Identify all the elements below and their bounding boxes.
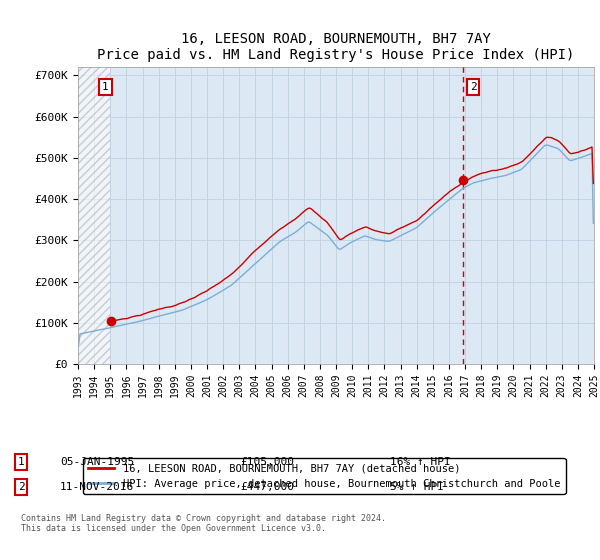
Legend: 16, LEESON ROAD, BOURNEMOUTH, BH7 7AY (detached house), HPI: Average price, deta: 16, LEESON ROAD, BOURNEMOUTH, BH7 7AY (d…	[83, 458, 566, 494]
Bar	[78, 67, 110, 364]
Text: 2: 2	[470, 82, 476, 92]
Title: 16, LEESON ROAD, BOURNEMOUTH, BH7 7AY
Price paid vs. HM Land Registry's House Pr: 16, LEESON ROAD, BOURNEMOUTH, BH7 7AY Pr…	[97, 32, 575, 62]
Text: £105,000: £105,000	[240, 457, 294, 467]
Text: 11-NOV-2016: 11-NOV-2016	[60, 482, 134, 492]
Text: 1: 1	[17, 457, 25, 467]
Text: Contains HM Land Registry data © Crown copyright and database right 2024.
This d: Contains HM Land Registry data © Crown c…	[21, 514, 386, 533]
Text: 16% ↑ HPI: 16% ↑ HPI	[390, 457, 451, 467]
Text: £447,000: £447,000	[240, 482, 294, 492]
Text: 1: 1	[102, 82, 109, 92]
Text: 05-JAN-1995: 05-JAN-1995	[60, 457, 134, 467]
Text: 5% ↑ HPI: 5% ↑ HPI	[390, 482, 444, 492]
Text: 2: 2	[17, 482, 25, 492]
